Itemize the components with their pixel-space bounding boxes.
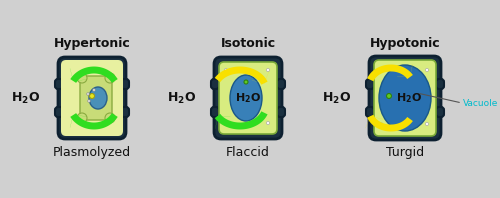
Ellipse shape: [230, 75, 262, 121]
Text: $\mathbf{H_2O}$: $\mathbf{H_2O}$: [396, 91, 422, 105]
FancyBboxPatch shape: [277, 107, 285, 117]
Ellipse shape: [224, 69, 228, 71]
Ellipse shape: [380, 123, 382, 126]
Ellipse shape: [426, 123, 428, 126]
Ellipse shape: [266, 122, 270, 125]
FancyBboxPatch shape: [374, 60, 436, 136]
Text: Hypertonic: Hypertonic: [54, 37, 130, 50]
FancyBboxPatch shape: [219, 62, 277, 134]
Ellipse shape: [404, 123, 406, 126]
Ellipse shape: [105, 113, 115, 123]
FancyBboxPatch shape: [436, 107, 444, 117]
FancyBboxPatch shape: [214, 57, 282, 139]
Text: Isotonic: Isotonic: [220, 37, 276, 50]
Text: $\mathbf{H_2O}$: $\mathbf{H_2O}$: [235, 91, 261, 105]
Ellipse shape: [87, 93, 89, 95]
Text: Turgid: Turgid: [386, 146, 424, 159]
FancyBboxPatch shape: [369, 56, 441, 140]
FancyBboxPatch shape: [55, 107, 63, 117]
FancyBboxPatch shape: [61, 60, 123, 136]
Ellipse shape: [77, 113, 87, 123]
Ellipse shape: [90, 93, 94, 98]
Ellipse shape: [244, 80, 248, 84]
Text: Flaccid: Flaccid: [226, 146, 270, 159]
Text: Vacuole: Vacuole: [463, 98, 498, 108]
FancyBboxPatch shape: [121, 79, 129, 89]
Ellipse shape: [89, 87, 107, 109]
FancyBboxPatch shape: [436, 79, 444, 89]
Text: Hypotonic: Hypotonic: [370, 37, 440, 50]
FancyBboxPatch shape: [58, 57, 126, 139]
Ellipse shape: [88, 100, 90, 102]
Text: $\mathbf{H_2O}$: $\mathbf{H_2O}$: [322, 90, 351, 106]
FancyBboxPatch shape: [80, 76, 112, 120]
FancyBboxPatch shape: [211, 79, 219, 89]
Ellipse shape: [380, 69, 382, 71]
Ellipse shape: [386, 93, 392, 98]
Ellipse shape: [93, 89, 95, 91]
Text: Plasmolyzed: Plasmolyzed: [53, 146, 131, 159]
Ellipse shape: [426, 69, 428, 71]
FancyBboxPatch shape: [55, 79, 63, 89]
Ellipse shape: [224, 122, 228, 125]
Ellipse shape: [246, 70, 250, 73]
FancyBboxPatch shape: [277, 79, 285, 89]
Text: $\mathbf{H_2O}$: $\mathbf{H_2O}$: [167, 90, 196, 106]
Ellipse shape: [105, 73, 115, 83]
Ellipse shape: [379, 65, 431, 131]
FancyBboxPatch shape: [211, 107, 219, 117]
Ellipse shape: [77, 73, 87, 83]
FancyBboxPatch shape: [121, 107, 129, 117]
Text: $\mathbf{H_2O}$: $\mathbf{H_2O}$: [11, 90, 40, 106]
Ellipse shape: [266, 69, 270, 71]
FancyBboxPatch shape: [366, 79, 374, 89]
FancyBboxPatch shape: [366, 107, 374, 117]
